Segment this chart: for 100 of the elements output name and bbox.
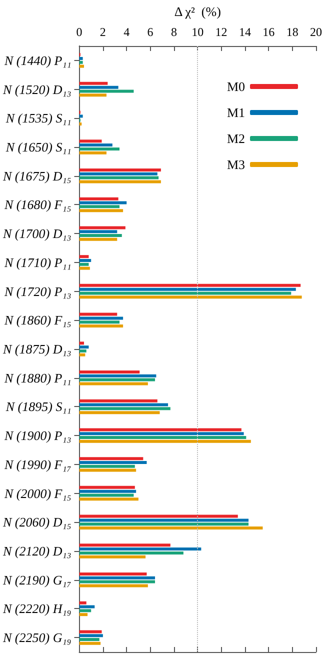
bar (79, 82, 108, 85)
bar (79, 349, 86, 352)
bar (79, 316, 124, 320)
bar (79, 147, 120, 150)
bar (79, 580, 156, 584)
bar (79, 292, 292, 295)
bar (79, 230, 118, 234)
x-tick-label: 16 (262, 25, 275, 39)
y-tick-label: N (2220) H₁₉ (2, 601, 72, 616)
y-tick-label: N (1680) F₁₅ (3, 197, 72, 212)
bar (79, 490, 136, 493)
bar (79, 258, 92, 262)
y-tick-label: N (1895) S₁₁ (4, 399, 72, 414)
bar (79, 518, 249, 522)
x-tick-label: 8 (170, 25, 177, 39)
bar (79, 498, 138, 501)
bar (79, 634, 103, 638)
bar (79, 468, 136, 472)
bar (79, 209, 124, 212)
bar (79, 205, 120, 208)
bar (79, 234, 122, 238)
bar (79, 180, 161, 184)
y-tick-label: N (1520) D₁₃ (2, 82, 72, 97)
y-tick-label: N (1535) S₁₁ (4, 110, 72, 126)
x-tick-label: 10 (192, 25, 204, 39)
bar (79, 613, 88, 616)
bar (79, 555, 146, 558)
bar (79, 262, 89, 266)
x-tick-label: 2 (100, 25, 106, 39)
bar (79, 576, 156, 580)
x-tick-label: 14 (238, 25, 251, 39)
bar (79, 60, 83, 64)
y-tick-label: N (1650) S₁₁ (4, 140, 72, 154)
bar (79, 238, 118, 241)
bar (79, 428, 242, 432)
bar (79, 494, 134, 497)
bar (79, 609, 92, 612)
bar (79, 551, 184, 554)
legend-label: M3 (226, 157, 245, 172)
bar (79, 353, 86, 356)
bar (79, 90, 134, 93)
bar (79, 176, 159, 180)
bar (79, 601, 86, 604)
legend-label: M0 (226, 79, 245, 94)
bar (79, 226, 126, 230)
bar (79, 407, 170, 410)
bar (79, 172, 158, 176)
bar (79, 151, 106, 154)
y-tick-label: N (1710) P₁₁ (3, 254, 72, 270)
bar (79, 140, 102, 143)
bar (79, 522, 249, 526)
y-tick-label: N (2250) G₁₉ (2, 630, 72, 646)
bar (79, 296, 302, 299)
bar (79, 544, 170, 547)
x-tick-label: 20 (310, 25, 322, 39)
bar (79, 432, 244, 436)
legend-label: M1 (226, 105, 245, 120)
y-tick-label: N (1880) P₁₁ (3, 370, 72, 386)
bar (79, 370, 140, 374)
bar (79, 399, 158, 402)
bar (79, 288, 296, 291)
bar (79, 168, 161, 172)
bar (79, 436, 246, 440)
x-tick-label: 6 (147, 25, 154, 39)
bar (79, 460, 147, 464)
bar (79, 346, 89, 349)
x-tick-label: 12 (215, 25, 228, 39)
bar (79, 526, 263, 530)
bar (79, 411, 160, 414)
bar (79, 114, 83, 118)
bar (79, 284, 301, 287)
bar (79, 378, 156, 382)
y-tick-label: N (1875) D₁₃ (2, 342, 72, 356)
bar (79, 464, 135, 468)
x-tick-label: 0 (76, 25, 82, 39)
bar (79, 440, 251, 443)
bar (79, 584, 148, 588)
bar (79, 86, 118, 89)
bar (79, 56, 83, 60)
bar (79, 572, 147, 576)
y-tick-label: N (1720) P₁₃ (3, 284, 72, 299)
y-tick-label: N (2060) D₁₅ (2, 514, 72, 530)
bar (79, 197, 118, 200)
y-tick-label: N (1990) F₁₇ (3, 456, 72, 472)
bar (79, 630, 102, 634)
x-tick-label: 18 (286, 25, 298, 39)
bar (79, 324, 124, 328)
bar (79, 374, 156, 378)
bar (79, 514, 238, 518)
bar (79, 548, 202, 551)
y-tick-label: N (2190) G₁₇ (2, 572, 72, 588)
x-axis-title: Δ χ² (%) (174, 4, 221, 19)
bar (79, 382, 148, 386)
bar (79, 457, 144, 460)
x-tick-label: 4 (124, 25, 130, 39)
y-tick-label: N (1440) P₁₁ (3, 52, 72, 68)
bar (79, 266, 90, 270)
bar (79, 64, 84, 68)
bar (79, 638, 100, 642)
y-tick-label: N (1900) P₁₃ (3, 428, 72, 444)
